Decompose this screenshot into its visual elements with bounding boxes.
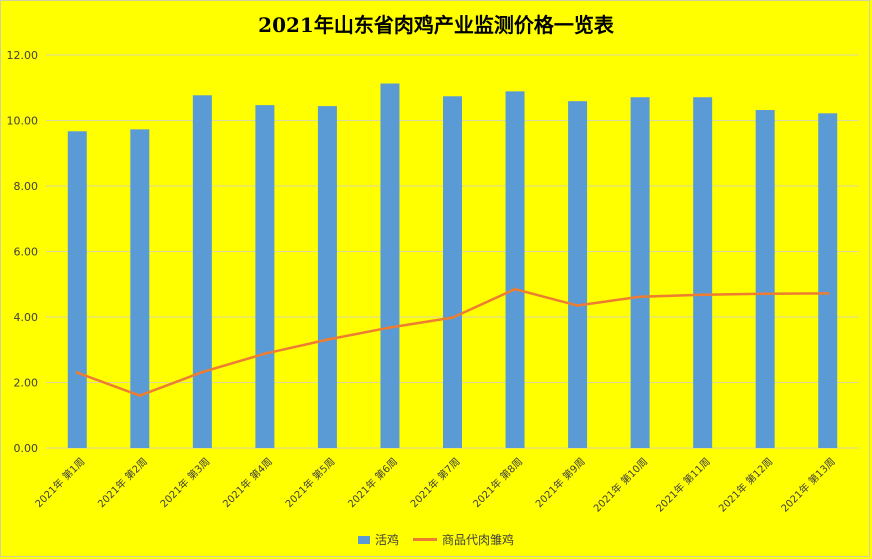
x-tick-label: 2021年 第12周 <box>716 455 776 515</box>
bar <box>568 101 588 449</box>
x-tick-label: 2021年 第4周 <box>220 455 275 510</box>
legend-label-bar: 活鸡 <box>374 533 399 547</box>
legend-swatch-bar <box>357 535 370 544</box>
bar <box>255 105 275 449</box>
y-tick-label: 6.00 <box>14 246 39 259</box>
bar <box>693 97 713 448</box>
line-point <box>200 370 204 374</box>
legend-label-line: 商品代肉雏鸡 <box>442 533 515 547</box>
y-tick-label: 10.00 <box>7 115 39 128</box>
legend-item-bar: 活鸡 <box>357 531 399 548</box>
line-point <box>263 352 267 356</box>
line-point <box>325 338 329 342</box>
line-point <box>138 394 142 398</box>
bar <box>130 129 150 448</box>
x-tick-label: 2021年 第9周 <box>533 455 588 510</box>
bar <box>317 106 337 448</box>
line-point <box>763 292 767 296</box>
x-tick-label: 2021年 第7周 <box>407 455 462 510</box>
y-tick-label: 4.00 <box>14 311 39 324</box>
bar <box>755 110 775 449</box>
line-point <box>701 293 705 297</box>
y-tick-label: 8.00 <box>14 180 39 193</box>
x-tick-label: 2021年 第5周 <box>282 455 337 510</box>
line-point <box>513 287 517 291</box>
bar <box>505 91 525 448</box>
x-tick-label: 2021年 第13周 <box>778 455 838 515</box>
y-tick-label: 0.00 <box>14 442 39 455</box>
y-tick-label: 12.00 <box>7 49 39 62</box>
x-tick-label: 2021年 第10周 <box>591 455 651 515</box>
bar <box>818 113 838 449</box>
line-point <box>638 295 642 299</box>
chart-title: 2021年山东省肉鸡产业监测价格一览表 <box>258 13 614 37</box>
x-tick-label: 2021年 第8周 <box>470 455 525 510</box>
bar <box>192 95 212 448</box>
legend-swatch-line <box>413 538 437 541</box>
bar <box>380 83 400 449</box>
x-tick-label: 2021年 第1周 <box>32 455 87 510</box>
line-point <box>576 304 580 308</box>
x-tick-label: 2021年 第2周 <box>95 455 150 510</box>
line-point <box>451 316 454 320</box>
legend-item-line: 商品代肉雏鸡 <box>413 531 514 548</box>
bar <box>443 96 462 448</box>
y-tick-label: 2.00 <box>14 377 39 390</box>
x-tick-label: 2021年 第3周 <box>157 455 212 510</box>
line-point <box>826 291 830 295</box>
x-tick-label: 2021年 第6周 <box>345 455 400 510</box>
line-point <box>75 371 79 375</box>
line-point <box>388 325 392 329</box>
x-tick-label: 2021年 第11周 <box>653 455 713 515</box>
legend: 活鸡 商品代肉雏鸡 <box>1 531 871 548</box>
bar <box>630 97 650 448</box>
bar <box>67 131 87 448</box>
